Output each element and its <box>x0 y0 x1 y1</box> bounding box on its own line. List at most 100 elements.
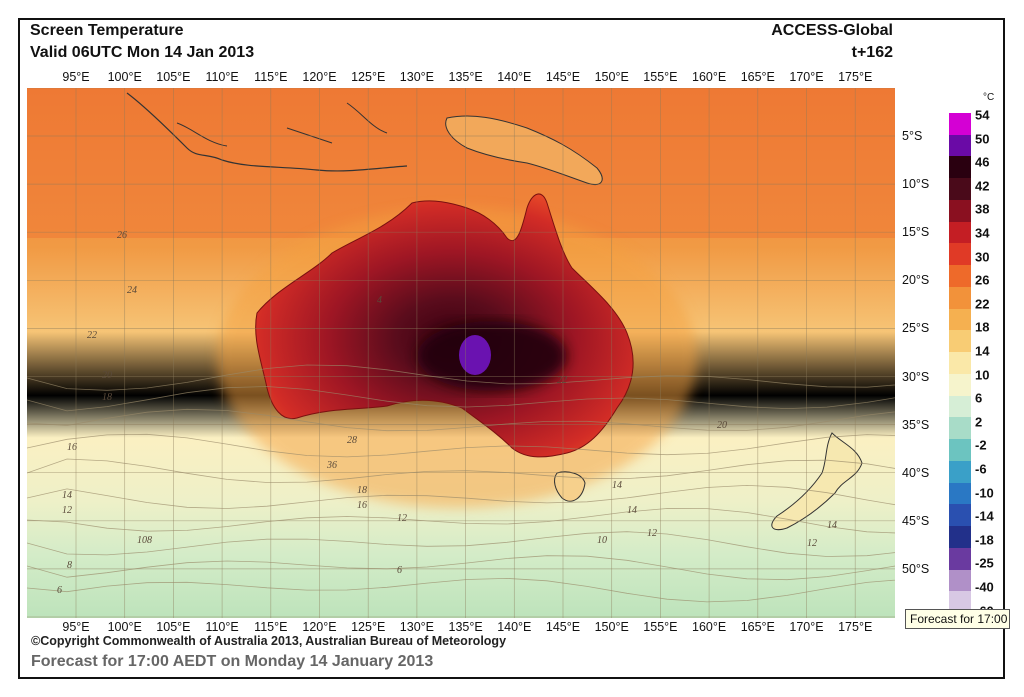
longitude-label: 105°E <box>156 70 191 84</box>
contour-value-label: 8 <box>147 535 152 546</box>
contour-value-label: 28 <box>347 435 357 446</box>
colorbar-band <box>949 373 971 397</box>
colorbar-band <box>949 308 971 331</box>
isotherm-line <box>27 433 895 458</box>
contour-value-label: 16 <box>357 500 367 511</box>
colorbar-level-label: 54 <box>975 107 990 123</box>
colorbar-band <box>949 113 971 136</box>
contour-value-label: 10 <box>137 535 147 546</box>
colorbar-band <box>949 265 971 288</box>
colorbar-band <box>949 460 971 484</box>
longitude-label: 175°E <box>838 620 873 634</box>
contour-value-label: 12 <box>647 528 657 539</box>
colorbar-level-label: 18 <box>975 319 990 335</box>
contour-value-label: 26 <box>117 230 127 241</box>
longitude-axis-bottom: 95°E 100°E 105°E 110°E 115°E 120°E 125°E 130°E 1… <box>0 620 1024 636</box>
hotspot-purple <box>459 335 491 375</box>
longitude-label: 110°E <box>205 620 239 634</box>
contour-value-label: 10 <box>597 535 607 546</box>
longitude-label: 140°E <box>497 70 532 84</box>
longitude-label: 125°E <box>351 620 386 634</box>
colorbar-band <box>949 156 971 179</box>
tasmania <box>554 471 586 502</box>
colorbar-band <box>949 526 971 549</box>
isotherm-line <box>27 386 895 412</box>
longitude-label: 120°E <box>302 70 337 84</box>
isotherm-line <box>27 555 895 581</box>
colorbar-level-label: 50 <box>975 131 990 147</box>
colorbar-band <box>949 286 971 310</box>
contour-value-label: 14 <box>612 480 622 491</box>
colorbar-level-label: 10 <box>975 367 990 383</box>
longitude-label: 155°E <box>643 620 678 634</box>
forecast-tooltip: Forecast for 17:00 AEDT <box>905 609 1010 629</box>
longitude-label: 95°E <box>62 70 90 84</box>
longitude-label: 130°E <box>399 620 434 634</box>
contour-value-label: 6 <box>57 585 62 596</box>
contour-value-label: 14 <box>827 520 837 531</box>
latitude-label: 35°S <box>902 417 930 432</box>
colorbar-level-label: 30 <box>975 249 990 265</box>
contour-value-label: 24 <box>127 285 137 296</box>
colorbar-band <box>949 417 971 440</box>
colorbar-band <box>949 569 971 592</box>
colorbar-band <box>949 352 971 375</box>
longitude-label: 125°E <box>351 70 386 84</box>
longitude-label: 115°E <box>254 620 288 634</box>
colorbar-level-label: 14 <box>975 343 990 359</box>
longitude-label: 120°E <box>302 620 337 634</box>
colorbar-level-label: 46 <box>975 154 990 170</box>
graticule <box>27 88 895 618</box>
colorbar-level-label: -2 <box>975 437 987 453</box>
longitude-label: 105°E <box>156 620 191 634</box>
colorbar-level-label: -6 <box>975 461 987 477</box>
isotherm-line <box>27 458 895 483</box>
colorbar-band <box>949 243 971 266</box>
contour-value-label: 16 <box>67 442 77 453</box>
colorbar-band <box>949 395 971 418</box>
temperature-map: 26 24 22 20 18 16 14 12 10 8 6 4 28 36 18 16 14 14 12 10 12 8… <box>27 88 895 618</box>
isotherm-line <box>27 531 895 557</box>
longitude-label: 135°E <box>448 620 483 634</box>
contour-value-label: 18 <box>357 485 367 496</box>
map-title: Screen Temperature <box>30 22 184 39</box>
colorbar-unit: °C <box>983 92 995 103</box>
latitude-label: 20°S <box>902 273 930 288</box>
longitude-label: 100°E <box>107 620 142 634</box>
latitude-label: 50°S <box>902 561 930 576</box>
latitude-label: 10°S <box>902 177 930 192</box>
longitude-label: 165°E <box>740 620 775 634</box>
colorbar-band <box>949 134 971 157</box>
longitude-label: 95°E <box>62 620 90 634</box>
contour-value-label: 12 <box>807 538 817 549</box>
longitude-label: 115°E <box>254 70 288 84</box>
contour-value-label: 6 <box>397 565 402 576</box>
longitude-label: 175°E <box>838 70 873 84</box>
longitude-label: 100°E <box>107 70 142 84</box>
contour-value-label: 22 <box>87 330 97 341</box>
longitude-label: 165°E <box>740 70 775 84</box>
longitude-label: 170°E <box>789 70 824 84</box>
contour-value-label: 22 <box>557 375 567 386</box>
longitude-label: 145°E <box>545 620 581 634</box>
longitude-label: 150°E <box>594 620 629 634</box>
colorbar-level-label: -25 <box>975 555 994 571</box>
lead-time: t+162 <box>851 44 893 61</box>
latitude-label: 5°S <box>902 129 923 143</box>
contour-value-label: 20 <box>102 370 112 381</box>
colorbar-band <box>949 547 971 571</box>
contour-lines <box>27 364 895 603</box>
longitude-label: 145°E <box>545 70 581 84</box>
valid-time: Valid 06UTC Mon 14 Jan 2013 <box>30 44 255 61</box>
copyright-text: ©Copyright Commonwealth of Australia 201… <box>31 634 507 648</box>
contour-value-label: 8 <box>67 560 72 571</box>
colorbar-level-label: -18 <box>975 532 994 548</box>
colorbar-level-label: -10 <box>975 485 994 501</box>
colorbar-level-label: 34 <box>975 225 990 241</box>
colorbar-band <box>949 330 971 353</box>
contour-value-label: 36 <box>326 460 337 471</box>
contour-value-label: 18 <box>102 392 112 403</box>
contour-value-label: 14 <box>62 490 72 501</box>
forecast-caption: Forecast for 17:00 AEDT on Monday 14 Jan… <box>31 653 434 670</box>
colorbar-level-label: 22 <box>975 296 990 312</box>
